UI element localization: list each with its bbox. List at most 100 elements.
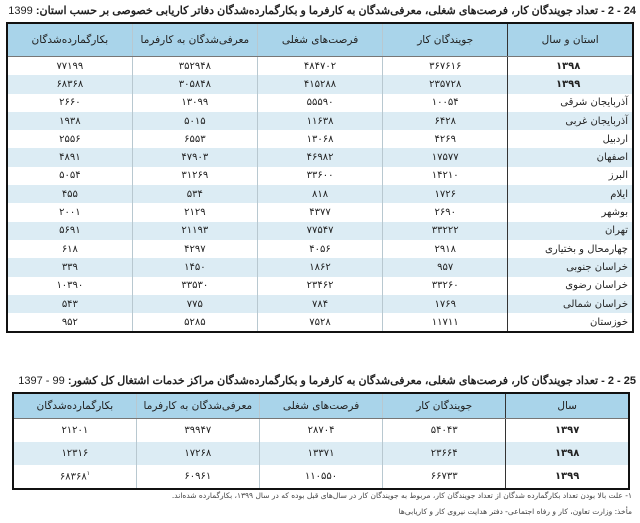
table-cell: ۱۳۰۹۹ — [131, 93, 258, 112]
table-cell: ۵۶۹۱ — [6, 221, 133, 240]
table-cell: ۲۱۱۹۳ — [131, 221, 258, 240]
province-table: استان و سال جویندگان کار فرصت‌های شغلی معرف… — [6, 22, 634, 334]
row-label: ۱۳۹۸ — [507, 56, 633, 76]
footnote: ۱- علت بالا بودن تعداد بکارگمارده شدگان … — [171, 491, 632, 500]
table-row: اصفهان ۱۷۵۷۷ ۴۶۹۸۲ ۴۷۹۰۳ ۴۸۹۱ — [6, 148, 633, 167]
row-label: اصفهان — [507, 148, 633, 167]
row-label: ۱۳۹۷ — [505, 418, 629, 442]
table-cell: ۶۶۷۳۳ — [382, 465, 506, 489]
row-label: آذربایجان غربی — [507, 111, 633, 131]
table-cell: ۷۷۵۴۷ — [256, 221, 383, 240]
table-cell: ۱۳۳۷۱ — [258, 442, 383, 465]
table-row: خوزستان ۱۱۷۱۱ ۷۵۲۸ ۵۲۸۵ ۹۵۲ — [6, 313, 633, 333]
row-label: ۱۳۹۹ — [505, 465, 629, 489]
table-cell: ۶۴۲۸ — [382, 111, 508, 131]
table-cell: ۳۳۹ — [6, 258, 133, 277]
row-label: خراسان رضوی — [507, 276, 633, 295]
table-row: آذربایجان غربی ۶۴۲۸ ۱۱۶۳۸ ۵۰۱۵ ۱۹۳۸ — [6, 111, 633, 131]
table-cell: ۳۱۲۶۹ — [131, 166, 258, 186]
table-cell: ۶۰۹۶۱ — [135, 465, 260, 489]
table-cell: ۲۳۴۶۲ — [256, 276, 383, 295]
table-cell: ۱۸۶۲ — [256, 258, 383, 277]
table-cell: ۲۸۷۰۴ — [258, 418, 383, 442]
table-cell: ۳۰۵۸۴۸ — [131, 75, 258, 94]
table-cell: ۱۳۰۶۸ — [256, 130, 383, 149]
table-cell: ۱۹۳۸ — [6, 111, 133, 131]
row-label: آذربایجان شرقی — [507, 93, 633, 112]
table-row: ایلام ۱۷۲۶ ۸۱۸ ۵۳۴ ۴۵۵ — [6, 185, 633, 204]
table-row: ۱۳۹۹ ۲۳۵۷۲۸ ۴۱۵۲۸۸ ۳۰۵۸۴۸ ۶۸۳۶۸ — [6, 75, 633, 94]
table-cell: ۷۷۵ — [131, 294, 258, 314]
table-cell: ۲۶۹۰ — [382, 203, 508, 222]
national-table: سال جویندگان کار فرصت‌های شغلی معرفی‌شدگان … — [12, 392, 630, 490]
column-header: فرصت‌های شغلی — [258, 393, 383, 419]
row-label: ایلام — [507, 185, 633, 204]
row-label: بوشهر — [507, 203, 633, 222]
column-header: معرفی‌شدگان به کارفرما — [135, 393, 260, 419]
row-label: چهارمحال و بختیاری — [507, 239, 633, 259]
table-cell: ۱۰۰۵۴ — [382, 93, 508, 112]
table-row: ۱۳۹۸ ۲۳۶۶۴ ۱۳۳۷۱ ۱۷۲۶۸ ۱۲۳۱۶ — [12, 442, 629, 465]
column-header: بکارگمارده‌شدگان — [6, 23, 133, 57]
column-header: جویندگان کار — [382, 23, 508, 57]
table-cell: ۲۳۶۶۴ — [382, 442, 506, 465]
table-cell: ۱۰۳۹۰ — [6, 276, 133, 295]
table-cell: ۷۸۴ — [256, 294, 383, 314]
column-header: فرصت‌های شغلی — [256, 23, 383, 57]
table-cell: ۷۵۲۸ — [256, 313, 383, 333]
table-cell: ۱۴۵۰ — [131, 258, 258, 277]
table-row: چهارمحال و بختیاری ۲۹۱۸ ۴۰۵۶ ۴۲۹۷ ۶۱۸ — [6, 239, 633, 259]
table-row: اردبیل ۴۲۶۹ ۱۳۰۶۸ ۶۵۵۳ ۲۵۵۶ — [6, 130, 633, 149]
table-cell: ۴۷۹۰۳ — [131, 148, 258, 167]
table-row: خراسان رضوی ۳۳۲۶۰ ۲۳۴۶۲ ۳۳۵۳۰ ۱۰۳۹۰ — [6, 276, 633, 295]
table-row: ۱۳۹۹ ۶۶۷۳۳ ۱۱۰۵۵۰ ۶۰۹۶۱ ۶۸۳۶۸۱ — [12, 465, 629, 489]
table-cell: ۱۴۲۱۰ — [382, 166, 508, 186]
table-cell: ۴۳۷۷ — [256, 203, 383, 222]
table-cell: ۲۱۲۰۱ — [12, 418, 137, 442]
column-header: معرفی‌شدگان به کارفرما — [131, 23, 258, 57]
table-row: خراسان جنوبی ۹۵۷ ۱۸۶۲ ۱۴۵۰ ۳۳۹ — [6, 258, 633, 277]
row-label: تهران — [507, 221, 633, 240]
table-cell: ۴۵۵ — [6, 185, 133, 204]
table-cell: ۲۶۶۰ — [6, 93, 133, 112]
column-header: بکارگمارده‌شدگان — [12, 393, 137, 419]
table-cell: ۵۳۴ — [131, 185, 258, 204]
table-cell: ۲۵۵۶ — [6, 130, 133, 149]
row-label: خراسان جنوبی — [507, 258, 633, 277]
table-cell: ۴۱۵۲۸۸ — [256, 75, 383, 94]
table-row: بوشهر ۲۶۹۰ ۴۳۷۷ ۲۱۲۹ ۲۰۰۱ — [6, 203, 633, 222]
table1-title: 24 - 2 - تعداد جویندگان کار، فرصت‌های شغ… — [8, 5, 636, 17]
table-cell: ۲۳۵۷۲۸ — [382, 75, 508, 94]
table-row: ۱۳۹۸ ۳۶۷۶۱۶ ۴۸۴۷۰۲ ۳۵۲۹۴۸ ۷۷۱۹۹ — [6, 56, 633, 76]
row-label: خراسان شمالی — [507, 294, 633, 314]
table-cell: ۴۲۹۷ — [131, 239, 258, 259]
row-label: خوزستان — [507, 313, 633, 333]
table-cell: ۴۸۹۱ — [6, 148, 133, 167]
source-note: مأخذ: وزارت تعاون، کار و رفاه اجتماعی- د… — [398, 507, 632, 516]
table-cell: ۱۲۳۱۶ — [12, 442, 137, 465]
table-cell: ۹۵۷ — [382, 258, 508, 277]
table-cell: ۲۰۰۱ — [6, 203, 133, 222]
table-cell: ۳۳۲۶۰ — [382, 276, 508, 295]
table-cell: ۵۰۱۵ — [131, 111, 258, 131]
table-cell: ۳۳۵۳۰ — [131, 276, 258, 295]
row-label: ۱۳۹۸ — [505, 442, 629, 465]
table-cell: ۳۳۲۲۲ — [382, 221, 508, 240]
footnote-marker: ۱ — [86, 470, 90, 478]
table-cell: ۴۲۶۹ — [382, 130, 508, 149]
table-cell: ۳۹۹۴۷ — [135, 418, 260, 442]
table-cell: ۱۱۶۳۸ — [256, 111, 383, 131]
table-cell: ۱۷۲۶۸ — [135, 442, 260, 465]
table-row: خراسان شمالی ۱۷۶۹ ۷۸۴ ۷۷۵ ۵۴۳ — [6, 294, 633, 314]
table-cell: ۶۵۵۳ — [131, 130, 258, 149]
table-row: آذربایجان شرقی ۱۰۰۵۴ ۵۵۵۹۰ ۱۳۰۹۹ ۲۶۶۰ — [6, 93, 633, 112]
table-cell: ۳۳۶۰۰ — [256, 166, 383, 186]
table-row: تهران ۳۳۲۲۲ ۷۷۵۴۷ ۲۱۱۹۳ ۵۶۹۱ — [6, 221, 633, 240]
table-cell: ۵۴۳ — [6, 294, 133, 314]
table-cell: ۵۲۸۵ — [131, 313, 258, 333]
table-cell: ۳۵۲۹۴۸ — [131, 56, 258, 76]
row-label: اردبیل — [507, 130, 633, 149]
column-header: جویندگان کار — [382, 393, 506, 419]
table-cell: ۴۰۵۶ — [256, 239, 383, 259]
table-cell: ۹۵۲ — [6, 313, 133, 333]
